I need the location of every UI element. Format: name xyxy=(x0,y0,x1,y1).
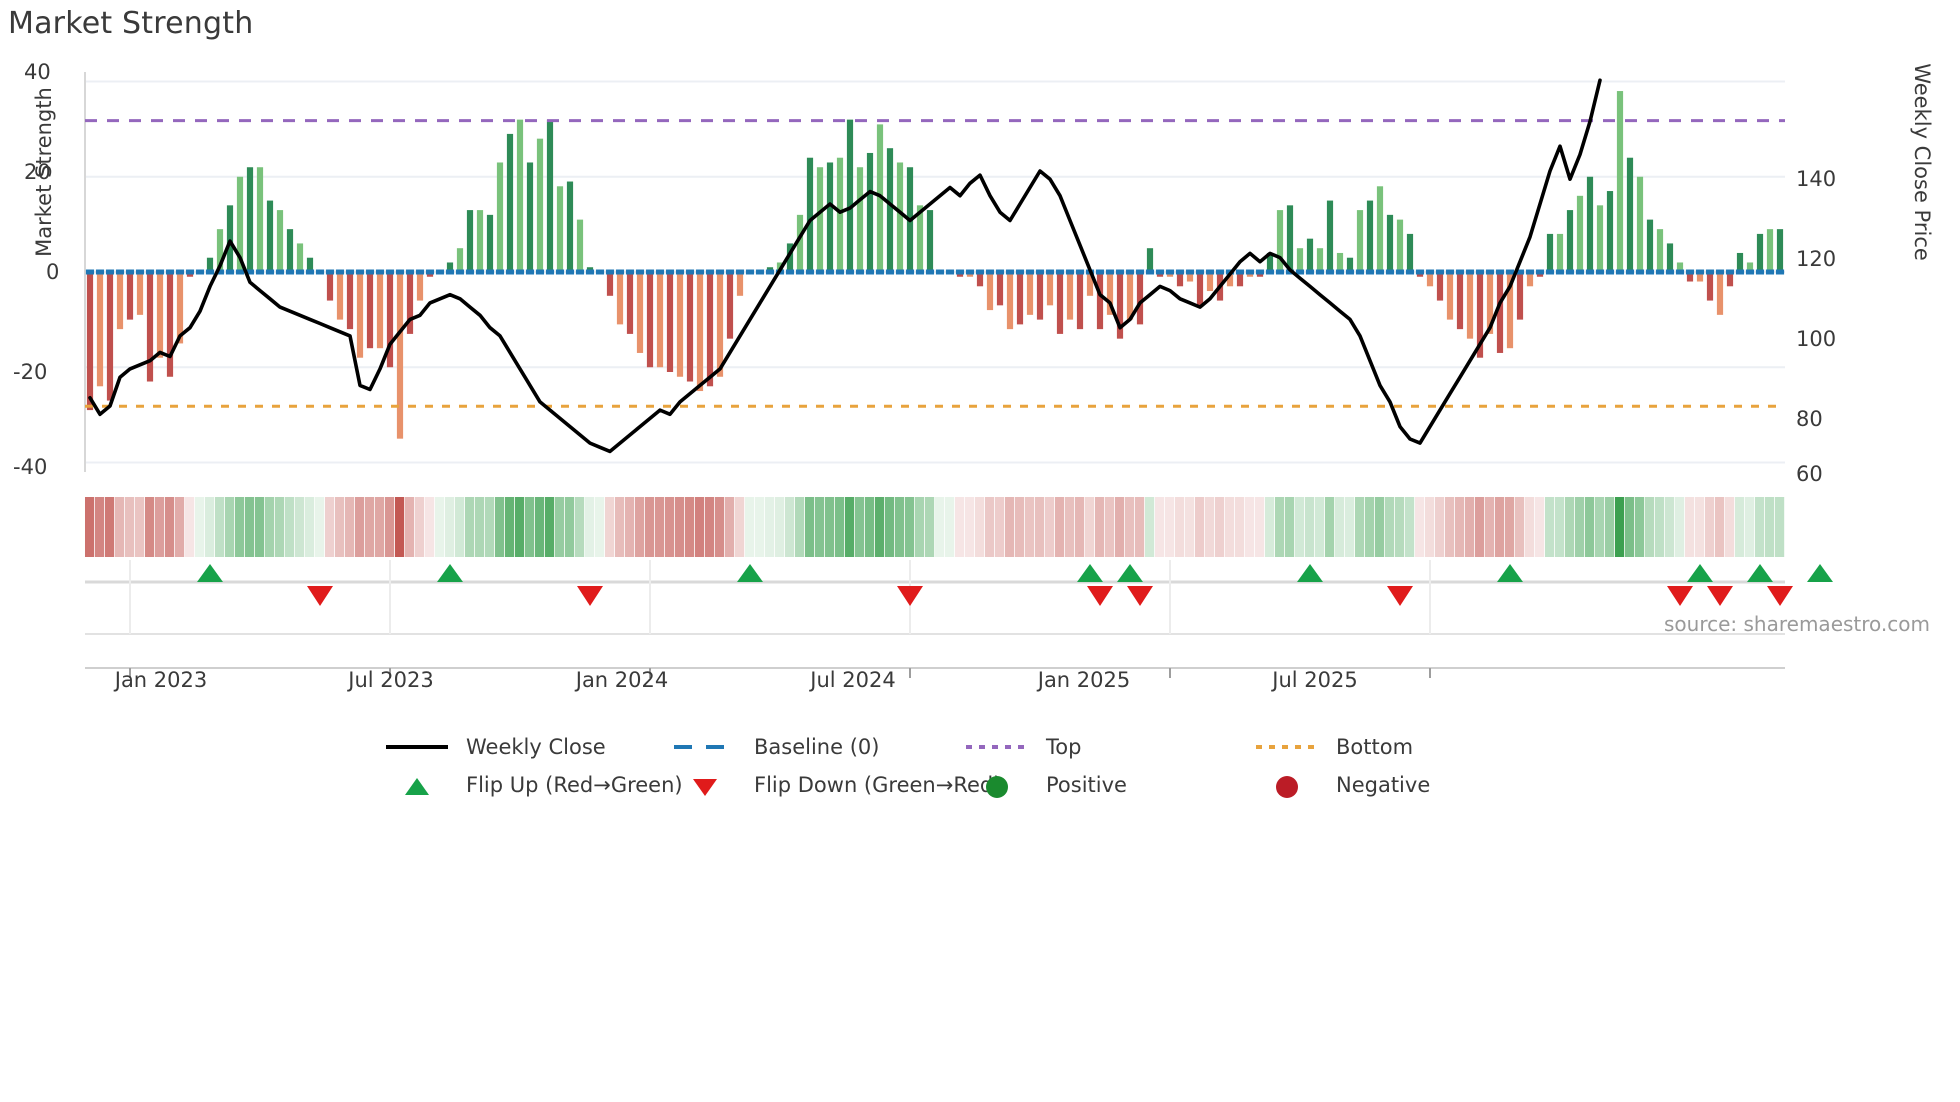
flip-up-marker[interactable] xyxy=(1077,564,1103,582)
legend-item-weekly-close[interactable]: Weekly Close xyxy=(382,735,670,759)
x-tick-5: Jul 2025 xyxy=(1272,668,1358,692)
legend-item-baseline[interactable]: Baseline (0) xyxy=(670,735,962,759)
flip-up-marker[interactable] xyxy=(437,564,463,582)
legend-label: Flip Up (Red→Green) xyxy=(466,773,683,797)
x-tick-1: Jul 2023 xyxy=(348,668,434,692)
y-tick-left-2: 0 xyxy=(46,260,60,284)
strength-heat-strip xyxy=(85,497,1785,557)
flip-down-marker[interactable] xyxy=(1707,586,1733,606)
dashed-line-icon xyxy=(670,736,740,758)
triangle-up-icon xyxy=(382,774,452,796)
legend-label: Bottom xyxy=(1336,735,1414,759)
dotted-line-icon xyxy=(962,736,1032,758)
y-tick-left-3: -20 xyxy=(13,360,48,384)
market-strength-plot xyxy=(84,72,1785,472)
circle-icon xyxy=(962,774,1032,798)
x-tick-2: Jan 2024 xyxy=(575,668,669,692)
y-axis-right-label: Weekly Close Price xyxy=(1910,63,1934,261)
flip-up-marker[interactable] xyxy=(1807,564,1833,582)
flip-up-marker[interactable] xyxy=(1497,564,1523,582)
dotted-line-icon xyxy=(1252,736,1322,758)
legend-label: Negative xyxy=(1336,773,1431,797)
triangle-down-icon xyxy=(670,774,740,796)
legend-item-negative[interactable]: Negative xyxy=(1252,773,1431,798)
legend-item-flip-down[interactable]: Flip Down (Green→Red) xyxy=(670,773,1001,797)
circle-icon xyxy=(1252,774,1322,798)
page-title: Market Strength xyxy=(8,6,254,41)
legend-row-2: Flip Up (Red→Green) Flip Down (Green→Red… xyxy=(0,766,1960,804)
legend-label: Flip Down (Green→Red) xyxy=(754,773,1002,797)
flip-down-marker[interactable] xyxy=(1127,586,1153,606)
chart-legend: Weekly Close Baseline (0) Top Bottom Fli… xyxy=(0,728,1960,804)
flip-down-marker[interactable] xyxy=(577,586,603,606)
y-tick-right-3: 80 xyxy=(1796,407,1823,431)
legend-row-1: Weekly Close Baseline (0) Top Bottom xyxy=(0,728,1960,766)
y-tick-right-2: 100 xyxy=(1796,327,1837,351)
flip-down-marker[interactable] xyxy=(1667,586,1693,606)
y-tick-right-0: 140 xyxy=(1796,167,1837,191)
legend-label: Top xyxy=(1046,735,1082,759)
legend-item-top[interactable]: Top xyxy=(962,735,1252,759)
x-axis-rails xyxy=(85,628,1785,678)
flip-down-marker[interactable] xyxy=(897,586,923,606)
flip-up-marker[interactable] xyxy=(1117,564,1143,582)
x-tick-3: Jul 2024 xyxy=(810,668,896,692)
legend-item-positive[interactable]: Positive xyxy=(962,773,1252,798)
legend-label: Baseline (0) xyxy=(754,735,880,759)
flip-marker-row xyxy=(85,560,1833,630)
legend-item-flip-up[interactable]: Flip Up (Red→Green) xyxy=(382,773,683,797)
flip-up-marker[interactable] xyxy=(197,564,223,582)
source-note: source: sharemaestro.com xyxy=(1664,612,1930,636)
solid-line-icon xyxy=(382,736,452,758)
flip-up-marker[interactable] xyxy=(737,564,763,582)
flip-down-marker[interactable] xyxy=(1087,586,1113,606)
y-tick-right-4: 60 xyxy=(1796,462,1823,486)
flip-down-marker[interactable] xyxy=(1767,586,1793,606)
flip-up-marker[interactable] xyxy=(1687,564,1713,582)
flip-down-marker[interactable] xyxy=(307,586,333,606)
y-tick-left-0: 40 xyxy=(24,60,51,84)
y-tick-right-1: 120 xyxy=(1796,247,1837,271)
legend-label: Weekly Close xyxy=(466,735,606,759)
y-tick-left-4: -40 xyxy=(13,455,48,479)
legend-label: Positive xyxy=(1046,773,1127,797)
y-tick-left-1: 20 xyxy=(24,160,51,184)
x-tick-0: Jan 2023 xyxy=(114,668,208,692)
flip-up-marker[interactable] xyxy=(1297,564,1323,582)
flip-up-marker[interactable] xyxy=(1747,564,1773,582)
legend-item-bottom[interactable]: Bottom xyxy=(1252,735,1413,759)
flip-down-marker[interactable] xyxy=(1387,586,1413,606)
x-tick-4: Jan 2025 xyxy=(1037,668,1131,692)
